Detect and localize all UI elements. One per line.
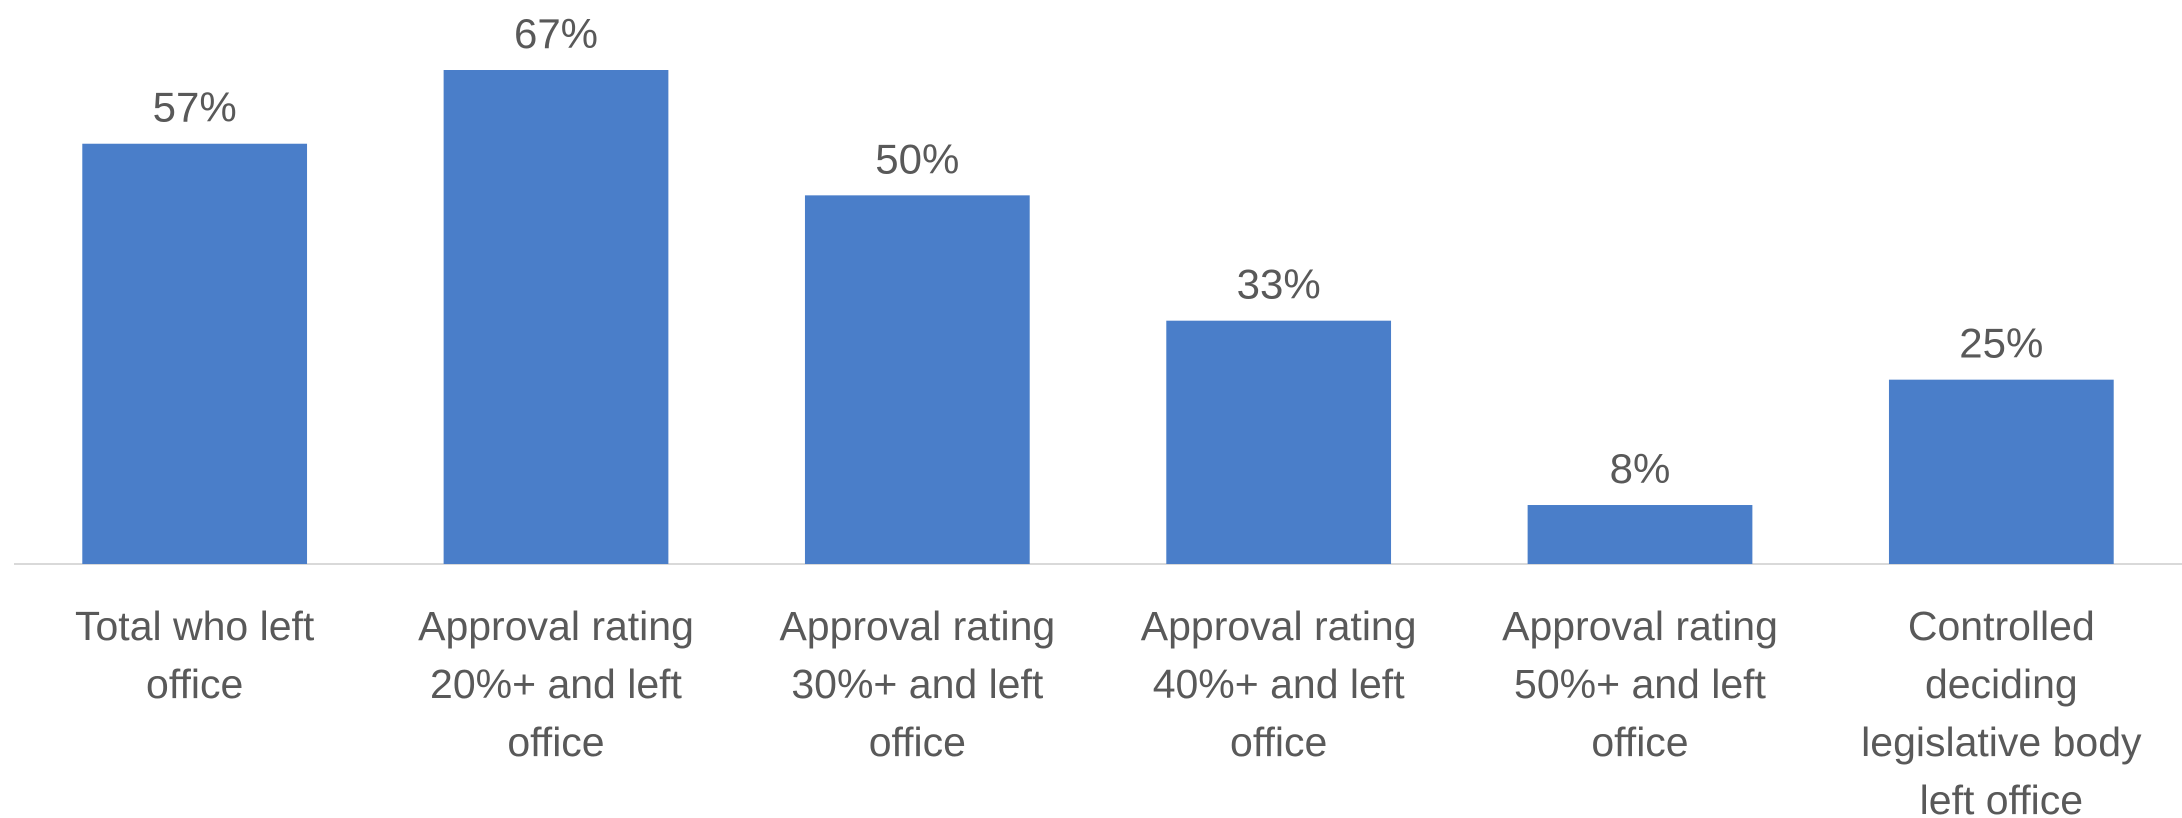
bar bbox=[443, 70, 669, 564]
bar bbox=[1166, 320, 1392, 564]
value-label: 67% bbox=[514, 10, 598, 57]
x-tick-label: Approval rating 20%+ and left office bbox=[418, 603, 694, 765]
value-label: 25% bbox=[1959, 320, 2043, 367]
value-label: 33% bbox=[1237, 261, 1321, 308]
bar bbox=[1527, 505, 1753, 564]
x-tick-label: Approval rating 30%+ and left office bbox=[779, 603, 1056, 765]
value-label: 50% bbox=[875, 135, 959, 182]
x-tick-label: Approval rating 50%+ and left office bbox=[1502, 603, 1778, 765]
x-tick-label: Approval rating 40%+ and left office bbox=[1140, 603, 1417, 765]
x-tick-label: Total who left office bbox=[75, 603, 315, 707]
value-label: 57% bbox=[153, 84, 237, 131]
bar bbox=[82, 143, 308, 565]
bar bbox=[1888, 379, 2114, 564]
bar bbox=[804, 195, 1030, 565]
x-tick-label: Controlled deciding legislative body lef… bbox=[1861, 603, 2142, 818]
value-label: 8% bbox=[1610, 445, 1671, 492]
